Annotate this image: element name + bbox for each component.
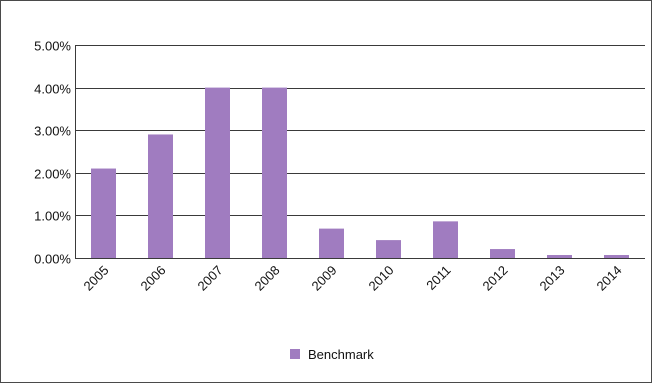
bar-2011 [433,221,458,258]
x-tick-labels: 2005 2006 2007 2008 2009 2010 2011 2012 2013 2014 [81,263,625,294]
x-tick-label-2006: 2006 [138,263,169,294]
bar-2009 [319,228,344,258]
bars [91,87,629,258]
x-tick-label-2010: 2010 [366,263,397,294]
legend-swatch [290,349,300,359]
y-tick-labels: 0.00% 1.00% 2.00% 3.00% 4.00% 5.00% [34,39,71,267]
bar-2010 [376,240,401,258]
y-tick-label-5: 5.00% [34,39,71,54]
legend-label: Benchmark [308,347,374,362]
x-tick-label-2012: 2012 [480,263,511,294]
bar-2005 [91,168,116,258]
x-tick-label-2014: 2014 [594,263,625,294]
y-tick-label-1: 1.00% [34,209,71,224]
x-tick-label-2013: 2013 [537,263,568,294]
bar-2014 [604,255,629,258]
x-tick-label-2005: 2005 [81,263,112,294]
y-tick-label-4: 4.00% [34,82,71,97]
bar-2006 [148,134,173,258]
bar-2013 [547,255,572,258]
legend: Benchmark [290,347,374,362]
bar-2008 [262,87,287,258]
bar-2007 [205,87,230,258]
x-tick-label-2008: 2008 [252,263,283,294]
x-tick-label-2009: 2009 [309,263,340,294]
x-tick-label-2007: 2007 [195,263,226,294]
bar-2012 [490,249,515,258]
y-tick-label-3: 3.00% [34,124,71,139]
x-tick-label-2011: 2011 [423,263,453,293]
y-tick-label-2: 2.00% [34,167,71,182]
y-tick-label-0: 0.00% [34,252,71,267]
